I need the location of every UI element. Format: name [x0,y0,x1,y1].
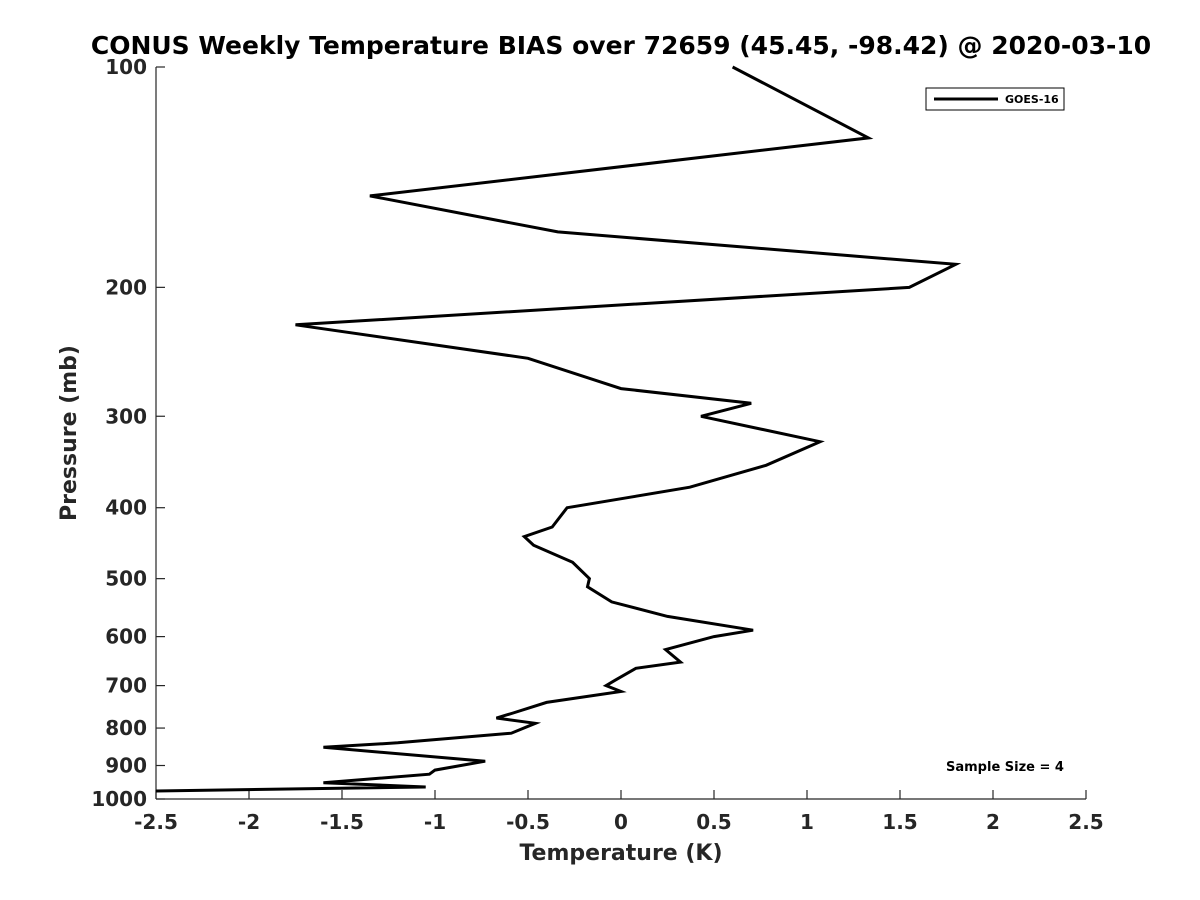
series-line-goes-16 [155,65,962,793]
x-tick-label: -0.5 [506,810,550,834]
y-tick-label: 700 [105,674,147,698]
y-tick-label: 900 [105,754,147,778]
x-tick-label: -2.5 [134,810,178,834]
y-tick-label: 300 [105,404,147,428]
x-axis-label: Temperature (K) [519,841,722,866]
x-tick-label: 1.5 [882,810,917,834]
x-tick-label: -2 [238,810,260,834]
x-tick-label: -1.5 [320,810,364,834]
series-group [155,65,962,793]
x-tick-label: 2 [986,810,1000,834]
y-tick-label: 800 [105,716,147,740]
y-tick-label: 1000 [91,787,147,811]
legend: GOES-16 [925,87,1065,111]
legend-label: GOES-16 [1005,93,1059,106]
x-tick-label: -1 [424,810,446,834]
y-tick-label: 600 [105,625,147,649]
axes [155,67,1086,800]
y-tick-label: 100 [105,55,147,79]
sample-size-annotation: Sample Size = 4 [946,760,1064,775]
x-tick-label: 0.5 [696,810,731,834]
y-tick-label: 500 [105,567,147,591]
chart-title: CONUS Weekly Temperature BIAS over 72659… [91,31,1151,60]
x-tick-label: 1 [800,810,814,834]
y-ticks: 100 200 300 400 500 600 700 800 900 1000 [91,55,165,811]
y-axis-label: Pressure (mb) [57,345,82,521]
y-tick-label: 200 [105,275,147,299]
x-tick-label: 2.5 [1068,810,1103,834]
x-tick-label: 0 [614,810,628,834]
x-ticks: -2.5 -2 -1.5 -1 -0.5 0 0.5 1 1.5 2 2.5 [134,790,1104,834]
y-tick-label: 400 [105,496,147,520]
